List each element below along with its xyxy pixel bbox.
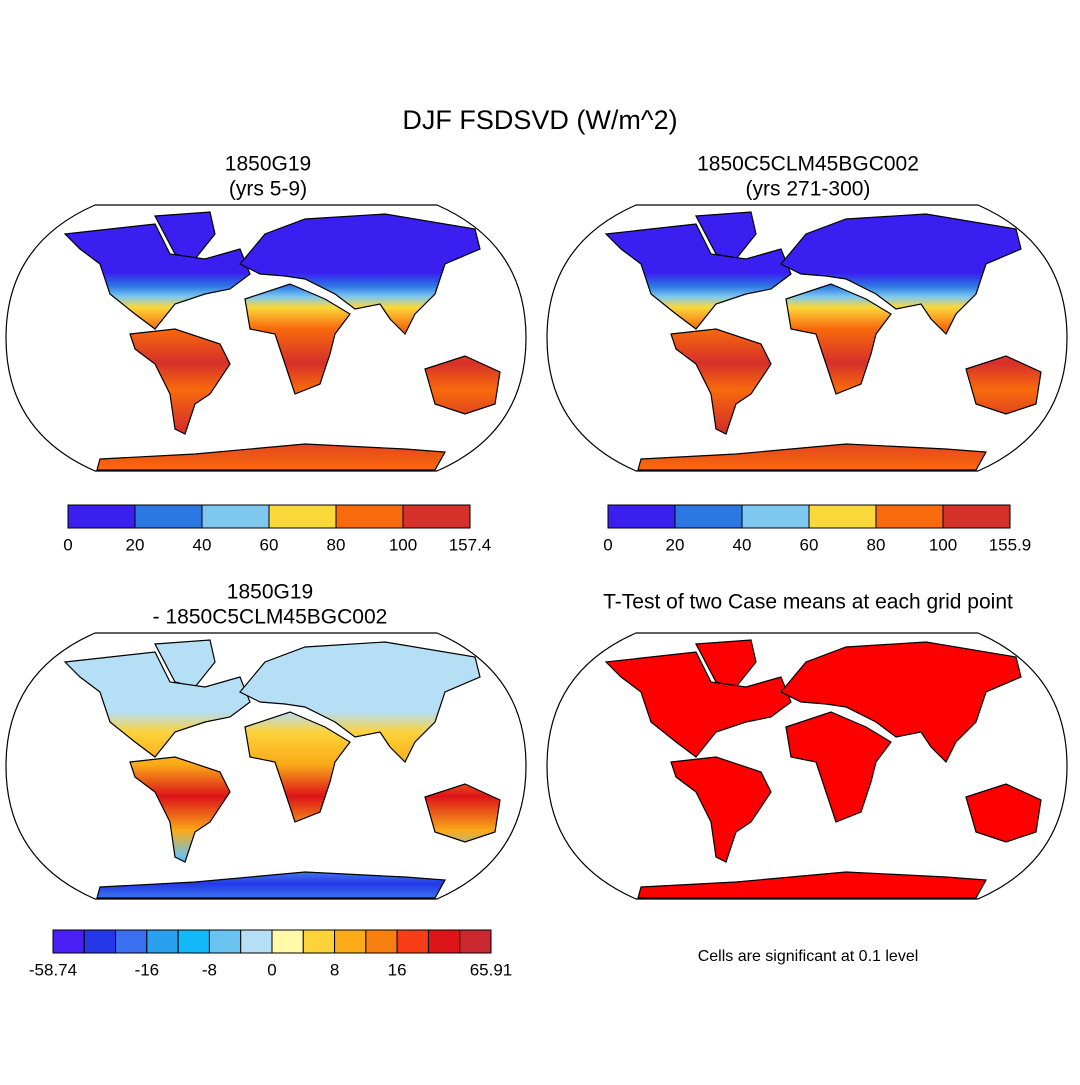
colorbar-box [240, 929, 273, 954]
colorbar-box [115, 929, 148, 954]
colorbar-box [134, 504, 203, 529]
colorbar-box [302, 929, 336, 954]
panel-title: 1850C5CLM45BGC002 [697, 153, 919, 176]
colorbar-box [365, 929, 398, 954]
colorbar-label: 155.9 [989, 535, 1032, 554]
colorbar-box [875, 504, 944, 529]
colorbar-label: 100 [929, 535, 957, 554]
colorbar-label: -58.74 [29, 960, 77, 979]
colorbar-label: -16 [135, 960, 160, 979]
colorbar-label: 60 [800, 535, 819, 554]
panel-title: T-Test of two Case means at each grid po… [603, 591, 1013, 614]
colorbar-box [208, 929, 242, 954]
colorbar-label: -8 [202, 960, 217, 979]
panel-title: 1850G19 [227, 581, 313, 604]
colorbar-box [146, 929, 179, 954]
panel-title: 1850G19 [225, 153, 311, 176]
colorbar-box [201, 504, 270, 529]
map [5, 204, 527, 472]
colorbar-label: 40 [733, 535, 752, 554]
colorbar-box [335, 504, 404, 529]
colorbar-box [334, 929, 367, 954]
colorbar-label: 60 [260, 535, 279, 554]
colorbar-box [459, 929, 492, 954]
colorbar-box [674, 504, 743, 529]
colorbar-label: 40 [193, 535, 212, 554]
colorbar-box [607, 504, 676, 529]
colorbar-box [177, 929, 210, 954]
map [546, 204, 1068, 472]
colorbar-label: 65.91 [470, 960, 513, 979]
colorbar-box [268, 504, 337, 529]
colorbar-box [271, 929, 304, 954]
colorbar-box [741, 504, 810, 529]
panel-title: (yrs 271-300) [746, 178, 871, 201]
colorbar-box [402, 504, 471, 529]
colorbar-label: 80 [327, 535, 346, 554]
colorbar-label: 20 [666, 535, 685, 554]
map [546, 632, 1068, 900]
colorbar-box [396, 929, 429, 954]
colorbar-label: 80 [867, 535, 886, 554]
colorbar-label: 16 [388, 960, 407, 979]
colorbar-box [427, 929, 461, 954]
colorbar-box [808, 504, 877, 529]
colorbar-label: 0 [603, 535, 612, 554]
colorbar-box [83, 929, 117, 954]
colorbar-label: 100 [389, 535, 417, 554]
note: Cells are significant at 0.1 level [698, 948, 919, 965]
colorbar-label: 0 [63, 535, 72, 554]
colorbar-label: 20 [126, 535, 145, 554]
colorbar-label: 157.4 [449, 535, 492, 554]
colorbar-label: 8 [330, 960, 339, 979]
colorbar-box [67, 504, 136, 529]
colorbar-box [942, 504, 1011, 529]
map [5, 632, 527, 900]
figure-title: DJF FSDSVD (W/m^2) [402, 105, 677, 135]
panel-title: (yrs 5-9) [229, 178, 307, 201]
colorbar-box [52, 929, 85, 954]
colorbar-label: 0 [267, 960, 276, 979]
panel-title: - 1850C5CLM45BGC002 [153, 606, 388, 629]
